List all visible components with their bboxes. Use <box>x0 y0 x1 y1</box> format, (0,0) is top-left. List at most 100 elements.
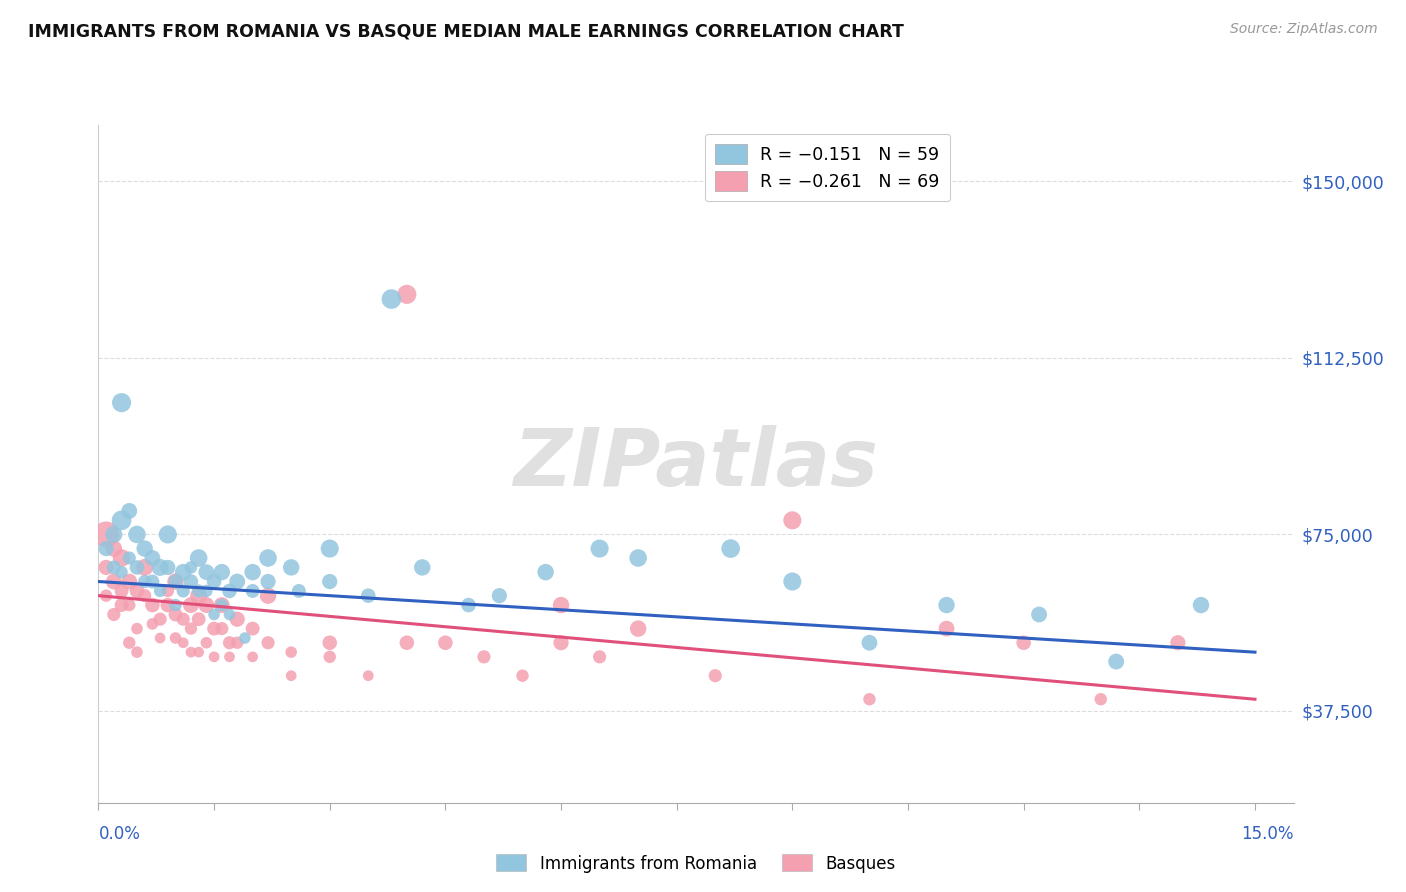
Point <box>195 636 218 650</box>
Point <box>280 669 302 683</box>
Point <box>94 541 117 556</box>
Point <box>242 649 264 664</box>
Point <box>288 584 311 599</box>
Point <box>172 584 194 599</box>
Point <box>588 541 610 556</box>
Point <box>395 636 418 650</box>
Point <box>242 584 264 599</box>
Point <box>550 598 572 612</box>
Text: ZIPatlas: ZIPatlas <box>513 425 879 503</box>
Point <box>125 584 148 599</box>
Point <box>1028 607 1050 622</box>
Point <box>187 589 209 603</box>
Point <box>319 541 342 556</box>
Point <box>156 560 179 574</box>
Point <box>141 551 163 566</box>
Point <box>226 636 249 650</box>
Point <box>627 551 650 566</box>
Point <box>110 584 132 599</box>
Point <box>588 649 610 664</box>
Point <box>165 607 187 622</box>
Text: Source: ZipAtlas.com: Source: ZipAtlas.com <box>1230 22 1378 37</box>
Point <box>1090 692 1112 706</box>
Point <box>118 551 141 566</box>
Point <box>202 607 225 622</box>
Point <box>233 631 256 645</box>
Point <box>280 560 302 574</box>
Point <box>858 692 880 706</box>
Point <box>149 584 172 599</box>
Point <box>195 584 218 599</box>
Point <box>141 616 163 631</box>
Point <box>380 292 402 306</box>
Point <box>165 574 187 589</box>
Point <box>627 622 650 636</box>
Point <box>782 574 804 589</box>
Point <box>242 565 264 579</box>
Point <box>218 584 240 599</box>
Point <box>488 589 510 603</box>
Point <box>125 560 148 574</box>
Point <box>187 645 209 659</box>
Point <box>935 598 957 612</box>
Point <box>935 622 957 636</box>
Point <box>156 527 179 541</box>
Point <box>187 551 209 566</box>
Point <box>141 598 163 612</box>
Point <box>280 645 302 659</box>
Point <box>180 645 202 659</box>
Point <box>118 504 141 518</box>
Point <box>211 598 233 612</box>
Point <box>357 589 380 603</box>
Text: IMMIGRANTS FROM ROMANIA VS BASQUE MEDIAN MALE EARNINGS CORRELATION CHART: IMMIGRANTS FROM ROMANIA VS BASQUE MEDIAN… <box>28 22 904 40</box>
Point <box>125 622 148 636</box>
Point <box>1189 598 1212 612</box>
Point <box>94 560 117 574</box>
Point <box>103 560 125 574</box>
Point <box>149 560 172 574</box>
Point <box>103 574 125 589</box>
Point <box>226 574 249 589</box>
Point <box>134 589 156 603</box>
Point <box>434 636 457 650</box>
Point <box>172 636 194 650</box>
Point <box>550 636 572 650</box>
Point <box>195 598 218 612</box>
Point <box>103 607 125 622</box>
Point <box>720 541 742 556</box>
Point <box>211 598 233 612</box>
Point <box>1167 636 1189 650</box>
Point <box>257 636 280 650</box>
Point <box>180 560 202 574</box>
Point <box>103 527 125 541</box>
Point <box>134 541 156 556</box>
Point <box>218 649 240 664</box>
Point <box>165 598 187 612</box>
Legend: R = −0.151   N = 59, R = −0.261   N = 69: R = −0.151 N = 59, R = −0.261 N = 69 <box>704 134 950 202</box>
Point <box>218 607 240 622</box>
Point <box>180 574 202 589</box>
Point <box>134 560 156 574</box>
Point <box>172 612 194 626</box>
Point <box>218 636 240 650</box>
Point <box>512 669 534 683</box>
Point <box>172 565 194 579</box>
Point <box>1105 655 1128 669</box>
Point <box>187 584 209 599</box>
Point <box>118 598 141 612</box>
Point <box>211 622 233 636</box>
Point <box>704 669 727 683</box>
Point <box>242 622 264 636</box>
Point <box>110 513 132 527</box>
Point <box>257 589 280 603</box>
Point <box>103 541 125 556</box>
Point <box>319 649 342 664</box>
Point <box>156 584 179 599</box>
Point <box>257 551 280 566</box>
Point <box>319 636 342 650</box>
Point <box>118 574 141 589</box>
Point <box>141 574 163 589</box>
Point <box>110 565 132 579</box>
Point <box>211 565 233 579</box>
Point <box>149 631 172 645</box>
